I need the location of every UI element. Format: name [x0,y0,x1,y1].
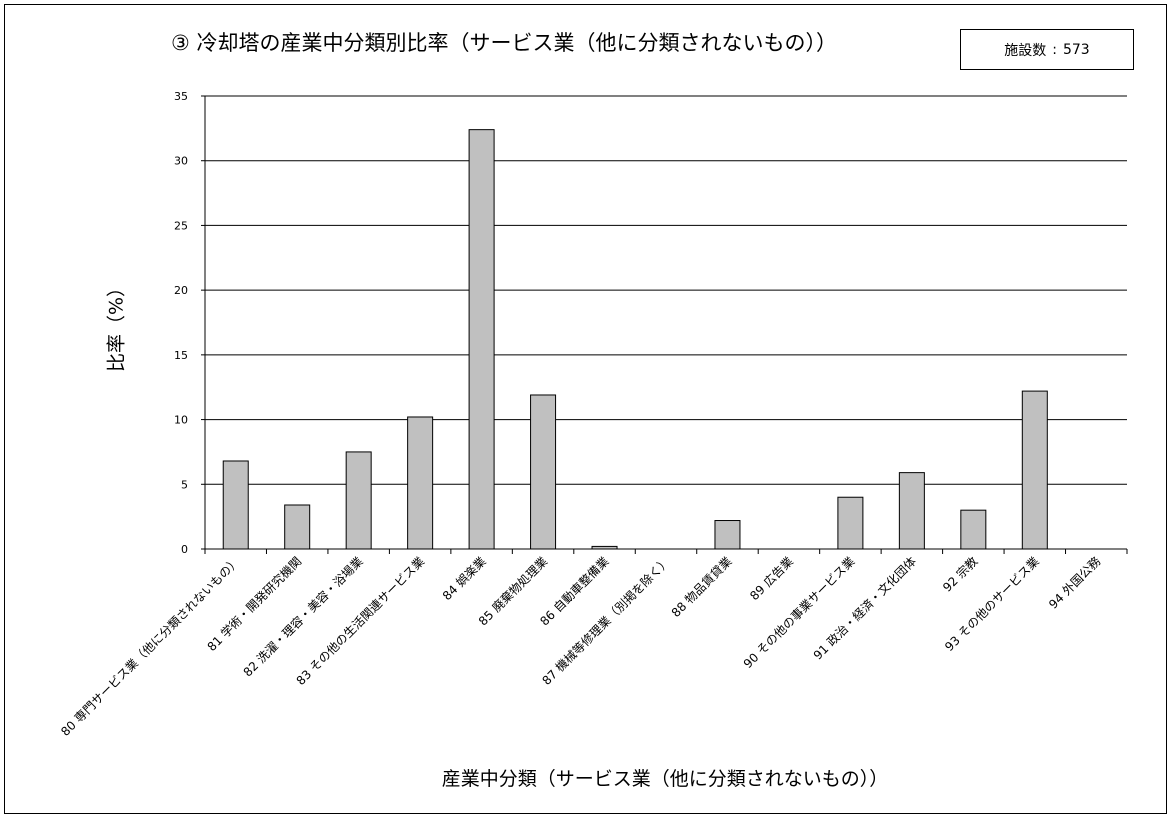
facility-count-box: 施設数 : 573 [960,29,1134,70]
bar-11 [898,472,925,550]
bar-2 [345,451,372,550]
bar-8 [714,520,741,550]
category-label-8: 88 物品賃貸業 [668,554,735,621]
category-label-7: 87 機械等修理業（別掲を除く） [539,554,673,688]
bar-3 [407,416,434,550]
y-tick-label-15: 15 [174,349,188,362]
category-label-2: 82 洗濯・理容・美容・浴場業 [240,554,366,680]
y-tick-label-25: 25 [174,219,188,232]
y-tick-label-10: 10 [174,414,188,427]
category-label-11: 91 政治・経済・文化団体 [810,554,919,663]
bar-4 [468,129,495,550]
facility-count-separator: : [1052,41,1057,58]
bar-13 [1021,390,1048,550]
bar-1 [284,504,311,550]
category-label-9: 89 広告業 [747,554,796,603]
facility-count-value: 573 [1062,41,1090,58]
bar-0 [222,460,249,550]
category-label-4: 84 娯楽業 [440,554,489,603]
facility-count-label: 施設数 [1004,42,1047,59]
y-tick-label-35: 35 [174,90,188,103]
category-label-12: 92 宗教 [939,554,980,595]
category-label-3: 83 その他の生活関連サービス業 [294,554,428,688]
y-tick-label-5: 5 [181,478,188,491]
bar-10 [837,496,864,550]
category-label-10: 90 その他の事業サービス業 [741,554,858,671]
chart-frame [4,4,1167,814]
y-tick-label-0: 0 [181,543,188,556]
bar-12 [960,509,987,550]
y-tick-label-30: 30 [174,155,188,168]
x-axis-title: 産業中分類（サービス業（他に分類されないもの）） [441,768,889,790]
bar-6 [591,545,618,550]
category-label-14: 94 外国公務 [1046,554,1103,611]
y-tick-label-20: 20 [174,284,188,297]
bar-5 [530,394,557,550]
chart-title: ③ 冷却塔の産業中分類別比率（サービス業（他に分類されないもの）） [171,31,837,55]
